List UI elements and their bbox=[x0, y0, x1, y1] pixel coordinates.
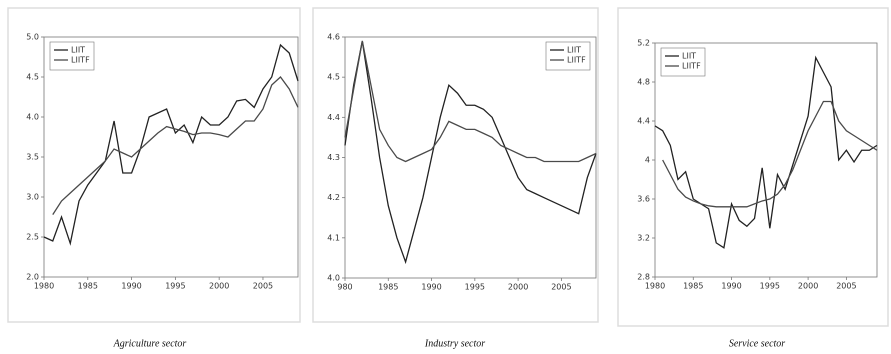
x-tick-label: 2005 bbox=[253, 282, 273, 291]
x-tick-label: 1990 bbox=[421, 283, 441, 292]
y-tick-label: 5.2 bbox=[637, 39, 650, 48]
caption: Service sector bbox=[729, 338, 785, 349]
y-tick-label: 4.6 bbox=[327, 33, 340, 42]
x-tick-label: 1985 bbox=[683, 282, 703, 291]
y-tick-label: 3.5 bbox=[26, 153, 39, 162]
y-tick-label: 4.2 bbox=[327, 193, 340, 202]
series-line bbox=[654, 55, 878, 249]
x-tick-label: 1980 bbox=[34, 282, 54, 291]
legend-box bbox=[49, 41, 95, 71]
x-tick-label: 2000 bbox=[209, 282, 229, 291]
legend-label: LIITF bbox=[682, 62, 701, 71]
y-tick-label: 4.4 bbox=[637, 117, 650, 126]
y-tick-label: 3.2 bbox=[637, 234, 650, 243]
x-tick-label: 980 bbox=[337, 283, 352, 292]
legend-label: LIIT bbox=[682, 52, 696, 61]
y-tick-label: 4.0 bbox=[26, 113, 39, 122]
series-line bbox=[662, 100, 878, 208]
y-tick-label: 4 bbox=[645, 156, 650, 165]
x-tick-label: 1980 bbox=[645, 282, 665, 291]
y-tick-label: 4.5 bbox=[327, 73, 340, 82]
x-tick-label: 2000 bbox=[798, 282, 818, 291]
series-line bbox=[344, 40, 597, 163]
x-tick-label: 1995 bbox=[465, 283, 485, 292]
legend-label: LIITF bbox=[567, 56, 586, 65]
x-tick-label: 1985 bbox=[378, 283, 398, 292]
legend-box bbox=[660, 47, 706, 77]
series-line bbox=[52, 76, 299, 215]
caption: Agriculture sector bbox=[113, 338, 187, 349]
y-tick-label: 5.0 bbox=[26, 33, 39, 42]
x-tick-label: 2005 bbox=[836, 282, 856, 291]
y-tick-label: 2.5 bbox=[26, 233, 39, 242]
y-tick-label: 4.4 bbox=[327, 113, 340, 122]
x-tick-label: 1990 bbox=[121, 282, 141, 291]
y-tick-label: 2.8 bbox=[637, 273, 650, 282]
series-line bbox=[43, 43, 299, 246]
y-tick-label: 4.3 bbox=[327, 153, 340, 162]
y-tick-label: 4.1 bbox=[327, 233, 340, 242]
x-tick-label: 1990 bbox=[721, 282, 741, 291]
y-tick-label: 4.0 bbox=[327, 274, 340, 283]
legend-label: LIIT bbox=[71, 46, 85, 55]
legend-box bbox=[545, 41, 591, 71]
x-tick-label: 1985 bbox=[78, 282, 98, 291]
caption: Industry sector bbox=[424, 338, 485, 349]
x-tick-label: 2000 bbox=[508, 283, 528, 292]
x-tick-label: 1995 bbox=[165, 282, 185, 291]
x-tick-label: 2005 bbox=[551, 283, 571, 292]
legend-label: LIIT bbox=[567, 46, 581, 55]
x-tick-label: 1995 bbox=[760, 282, 780, 291]
y-tick-label: 3.0 bbox=[26, 193, 39, 202]
legend-label: LIITF bbox=[71, 56, 90, 65]
y-tick-label: 3.6 bbox=[637, 195, 650, 204]
y-tick-label: 2.0 bbox=[26, 273, 39, 282]
y-tick-label: 4.5 bbox=[26, 73, 39, 82]
y-tick-label: 4.8 bbox=[637, 78, 650, 87]
panel bbox=[617, 7, 889, 327]
series-line bbox=[344, 40, 597, 265]
